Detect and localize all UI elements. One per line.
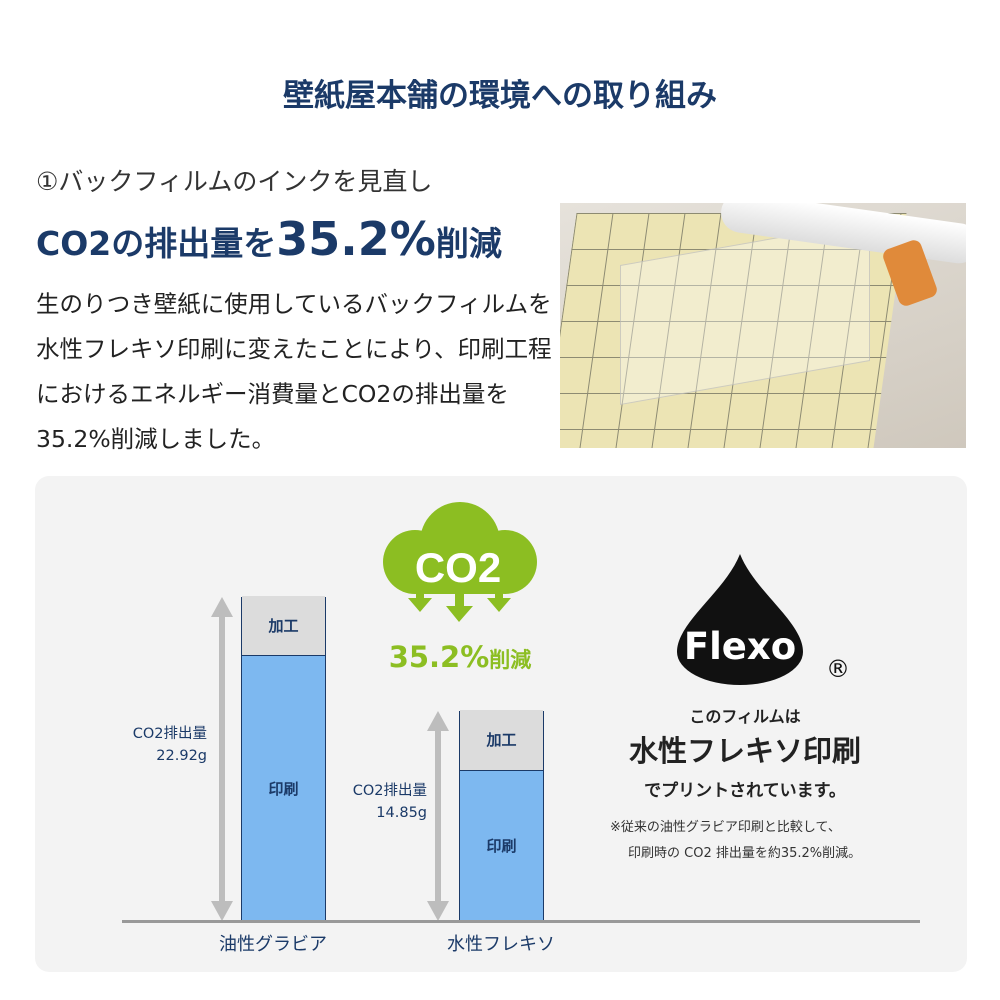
bar-0: 印刷 加工 (241, 596, 326, 921)
arrow-up-icon (427, 711, 449, 732)
headline-post: 削減 (435, 224, 502, 263)
arrow-up-icon (211, 597, 233, 617)
registered-mark: ® (826, 655, 850, 683)
product-photo (560, 203, 966, 448)
reduction-value: 35.2% (388, 640, 490, 674)
note-line2: 印刷時の CO2 排出量を約35.2%削減。 (628, 846, 862, 861)
total-label-line: 14.85g (376, 805, 427, 822)
bar-1: 印刷 加工 (459, 710, 544, 921)
page-title: 壁紙屋本舗の環境への取り組み (283, 78, 717, 114)
flexo-line2: 水性フレキソ印刷 (628, 734, 861, 768)
section-subtitle: ①バックフィルムのインクを見直し (36, 167, 433, 196)
category-label: 水性フレキソ (447, 934, 555, 955)
total-label: CO2排出量 22.92g (133, 723, 207, 767)
reduction-suffix: 削減 (489, 648, 532, 672)
arrow-down-icon (211, 901, 233, 921)
arrow-down-icon (427, 901, 449, 921)
headline: CO2の排出量を35.2%削減 (36, 212, 502, 266)
total-arrow (435, 721, 441, 911)
body-text: 生のりつき壁紙に使用しているバックフィルムを水性フレキソ印刷に変えたことにより、… (36, 290, 552, 453)
total-label-line: CO2排出量 (352, 783, 427, 800)
co2-cloud-icon: CO2 (383, 502, 537, 622)
total-arrow (219, 607, 225, 911)
total-label: CO2排出量 14.85g (353, 780, 427, 824)
flexo-drop-logo: Flexo ® (677, 554, 850, 685)
flexo-line3: でプリントされています。 (644, 781, 846, 801)
cloud-label: CO2 (415, 544, 501, 591)
flexo-line1: このフィルムは (689, 707, 801, 726)
total-label-line: CO2排出量 (132, 726, 207, 742)
chart-baseline (122, 920, 920, 923)
bar-segment: 印刷 (242, 656, 325, 920)
category-label: 油性グラビア (219, 934, 327, 955)
headline-pre: CO2の排出量を (36, 224, 277, 263)
total-label-line: 22.92g (156, 748, 207, 764)
headline-value: 35.2% (276, 212, 436, 266)
bar-segment: 加工 (460, 710, 543, 771)
flexo-logo-text: Flexo (684, 625, 796, 668)
note-line1: ※従来の油性グラビア印刷と比較して、 (610, 820, 841, 835)
bar-segment: 印刷 (460, 770, 543, 920)
bar-segment: 加工 (242, 596, 325, 657)
reduction-label: 35.2%削減 (360, 640, 560, 674)
